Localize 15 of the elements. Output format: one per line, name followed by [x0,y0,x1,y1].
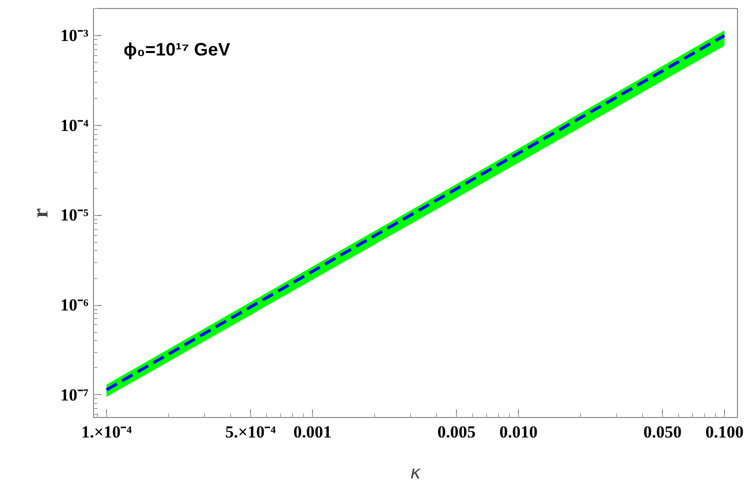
x-tick-label: 0.005 [437,422,476,442]
x-tick-label: 0.100 [705,422,744,442]
x-tick-label: 0.001 [293,422,332,442]
x-axis-title: κ [410,462,422,484]
y-tick-label: 10⁻⁵ [60,206,89,225]
x-tick-label: 1.×10⁻⁴ [81,422,132,442]
x-tick-label: 0.050 [643,422,682,442]
y-tick-label: 10⁻³ [60,26,89,46]
y-tick-label: 10⁻⁶ [60,296,89,315]
x-tick-label: 5.×10⁻⁴ [225,422,276,442]
y-axis-title: r [27,208,52,218]
y-tick-label: 10⁻⁴ [60,116,89,135]
x-tick-label: 0.010 [499,422,538,442]
y-tick-label: 10⁻⁷ [60,385,89,404]
annotation: ϕ₀=10¹⁷ GeV [124,40,230,60]
